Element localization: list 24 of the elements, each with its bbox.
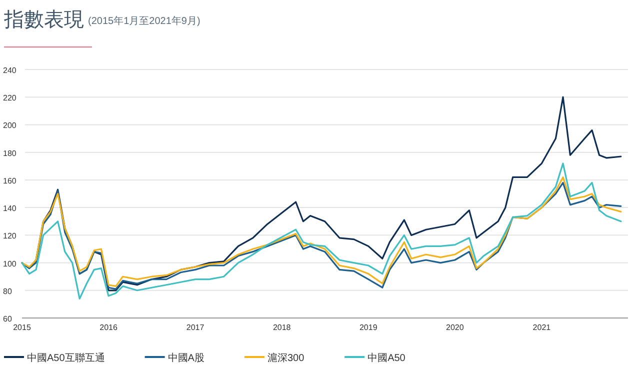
chart-title: 指數表現 <box>3 9 84 31</box>
y-tick-label: 60 <box>3 314 12 324</box>
legend-label: 滬深300 <box>267 352 305 364</box>
y-tick-label: 80 <box>3 286 12 296</box>
y-tick-label: 220 <box>3 94 17 103</box>
y-tick-label: 120 <box>3 232 17 241</box>
y-tick-label: 200 <box>3 121 17 130</box>
x-tick-label: 2016 <box>100 323 118 332</box>
x-tick-label: 2020 <box>446 323 464 332</box>
y-tick-label: 160 <box>3 176 17 186</box>
y-tick-label: 140 <box>3 204 17 214</box>
x-tick-label: 2017 <box>186 323 205 332</box>
line-series <box>21 162 622 300</box>
x-tick-label: 2021 <box>532 323 552 332</box>
x-tick-label: 2019 <box>359 323 378 332</box>
x-tick-label: 2018 <box>272 323 292 332</box>
legend-label: 中國A股 <box>168 352 204 364</box>
chart-subtitle: (2015年1月至2021年9月) <box>88 15 200 27</box>
legend-label: 中國A50 <box>368 352 406 364</box>
legend-label: 中國A50互聯互通 <box>27 352 105 364</box>
y-tick-label: 180 <box>3 148 17 158</box>
x-tick-label: 2015 <box>13 323 32 332</box>
y-tick-label: 100 <box>3 259 17 268</box>
y-tick-label: 240 <box>3 66 17 75</box>
